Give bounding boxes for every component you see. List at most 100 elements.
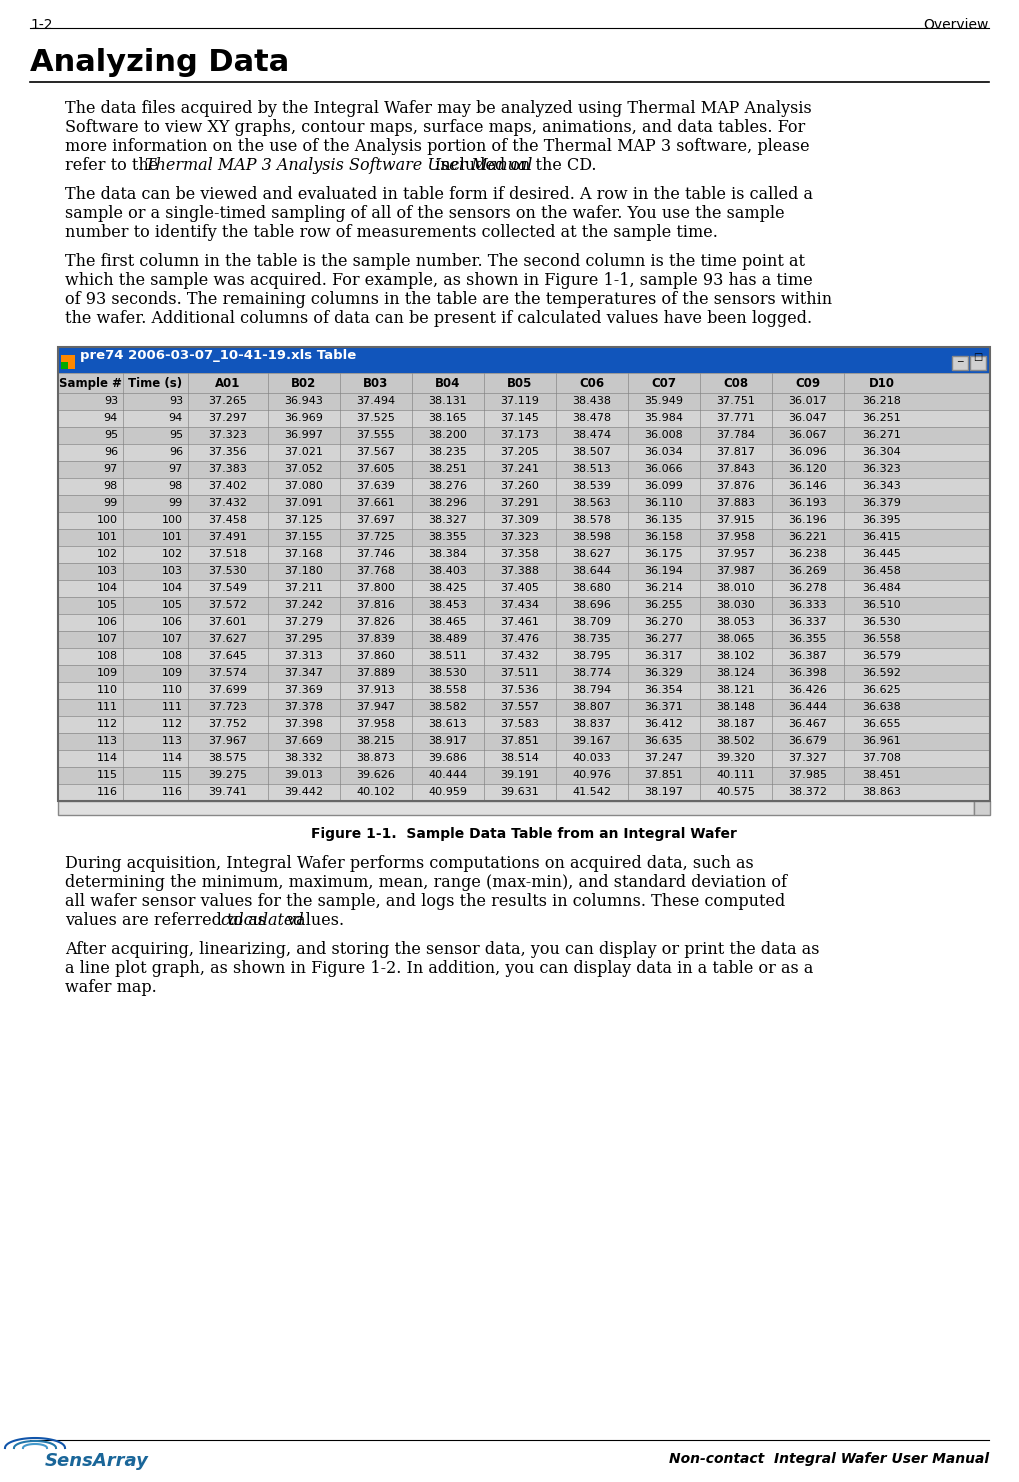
Text: 38.795: 38.795 [573, 651, 611, 661]
Text: 37.605: 37.605 [357, 464, 395, 474]
Text: 37.205: 37.205 [500, 448, 539, 456]
Text: refer to the: refer to the [65, 157, 163, 173]
Text: 40.959: 40.959 [429, 787, 468, 797]
Text: C07: C07 [651, 376, 677, 390]
Text: C08: C08 [723, 376, 749, 390]
Bar [58, 716, 990, 734]
Text: 36.251: 36.251 [862, 413, 901, 422]
Text: 103: 103 [162, 566, 183, 576]
Text: 37.826: 37.826 [357, 617, 395, 627]
Text: 94: 94 [169, 413, 183, 422]
Text: 37.958: 37.958 [357, 719, 395, 729]
Text: which the sample was acquired. For example, as shown in Figure 1-1, sample 93 ha: which the sample was acquired. For examp… [65, 273, 813, 289]
Text: 37.476: 37.476 [500, 634, 539, 645]
Text: 109: 109 [97, 668, 118, 677]
Text: 38.327: 38.327 [429, 516, 468, 525]
Text: 36.467: 36.467 [789, 719, 827, 729]
Text: 36.034: 36.034 [645, 448, 684, 456]
Text: The data files acquired by the Integral Wafer may be analyzed using Thermal MAP : The data files acquired by the Integral … [65, 99, 812, 117]
Text: 38.613: 38.613 [429, 719, 468, 729]
Text: wafer map.: wafer map. [65, 980, 157, 996]
Text: 41.542: 41.542 [573, 787, 611, 797]
Text: 36.255: 36.255 [645, 600, 684, 611]
Text: 37.461: 37.461 [500, 617, 539, 627]
Text: 36.135: 36.135 [645, 516, 684, 525]
Text: 37.168: 37.168 [284, 548, 323, 559]
Text: 36.214: 36.214 [645, 582, 684, 593]
Text: 37.601: 37.601 [209, 617, 248, 627]
Bar [58, 495, 990, 511]
Text: 37.398: 37.398 [284, 719, 323, 729]
Text: C09: C09 [796, 376, 820, 390]
Text: 37.751: 37.751 [716, 396, 755, 406]
Text: 37.525: 37.525 [357, 413, 395, 422]
Bar [58, 445, 990, 461]
Text: 37.768: 37.768 [357, 566, 395, 576]
Text: 37.432: 37.432 [500, 651, 539, 661]
Text: 98: 98 [169, 482, 183, 491]
Text: 107: 107 [97, 634, 118, 645]
Text: 36.277: 36.277 [644, 634, 684, 645]
Text: 37.323: 37.323 [500, 532, 539, 542]
Text: 36.238: 36.238 [789, 548, 827, 559]
Bar [58, 768, 990, 784]
Text: 37.549: 37.549 [209, 582, 248, 593]
Text: 35.984: 35.984 [644, 413, 684, 422]
Text: 38.453: 38.453 [429, 600, 468, 611]
Text: 38.563: 38.563 [573, 498, 611, 508]
Text: 37.279: 37.279 [284, 617, 324, 627]
Text: 36.194: 36.194 [645, 566, 684, 576]
Text: 111: 111 [162, 702, 183, 711]
Text: 36.638: 36.638 [862, 702, 901, 711]
Text: 96: 96 [104, 448, 118, 456]
Text: 37.987: 37.987 [716, 566, 755, 576]
Text: 37.530: 37.530 [209, 566, 248, 576]
Text: B04: B04 [435, 376, 461, 390]
Text: 101: 101 [97, 532, 118, 542]
Text: 38.474: 38.474 [573, 430, 611, 440]
Text: 40.102: 40.102 [357, 787, 395, 797]
Text: a line plot graph, as shown in Figure 1-2. In addition, you can display data in : a line plot graph, as shown in Figure 1-… [65, 960, 813, 977]
Bar [58, 511, 990, 529]
Text: 38.010: 38.010 [716, 582, 755, 593]
Text: 96: 96 [169, 448, 183, 456]
Text: 37.309: 37.309 [500, 516, 539, 525]
Text: 37.800: 37.800 [357, 582, 395, 593]
Text: 35.949: 35.949 [644, 396, 684, 406]
Text: 36.196: 36.196 [789, 516, 827, 525]
Text: 37.557: 37.557 [500, 702, 539, 711]
Text: 36.579: 36.579 [862, 651, 901, 661]
Text: 36.679: 36.679 [789, 737, 827, 745]
Text: 38.644: 38.644 [573, 566, 611, 576]
Text: D10: D10 [868, 376, 895, 390]
Text: 38.794: 38.794 [573, 685, 611, 695]
Text: 36.379: 36.379 [862, 498, 901, 508]
Text: 37.080: 37.080 [284, 482, 323, 491]
Bar [58, 563, 990, 579]
Text: 39.013: 39.013 [284, 771, 323, 780]
Text: 36.269: 36.269 [789, 566, 827, 576]
Text: 38.489: 38.489 [428, 634, 468, 645]
Text: 38.575: 38.575 [209, 753, 248, 763]
Text: □: □ [973, 353, 982, 362]
Text: 115: 115 [97, 771, 118, 780]
Text: 37.434: 37.434 [500, 600, 539, 611]
Text: 36.412: 36.412 [645, 719, 684, 729]
Text: 93: 93 [169, 396, 183, 406]
Bar [58, 347, 990, 373]
Text: 36.337: 36.337 [789, 617, 827, 627]
Text: 37.839: 37.839 [357, 634, 395, 645]
Text: 97: 97 [104, 464, 118, 474]
Text: 36.329: 36.329 [645, 668, 684, 677]
Text: 38.235: 38.235 [429, 448, 468, 456]
Text: 38.478: 38.478 [573, 413, 611, 422]
Text: 37.241: 37.241 [500, 464, 539, 474]
Text: values are referred to as: values are referred to as [65, 911, 271, 929]
Bar [58, 411, 990, 427]
Text: 116: 116 [97, 787, 118, 797]
Text: 38.917: 38.917 [429, 737, 468, 745]
Text: B03: B03 [364, 376, 388, 390]
Text: 37.125: 37.125 [284, 516, 323, 525]
Text: 37.511: 37.511 [500, 668, 539, 677]
Text: 38.148: 38.148 [716, 702, 755, 711]
